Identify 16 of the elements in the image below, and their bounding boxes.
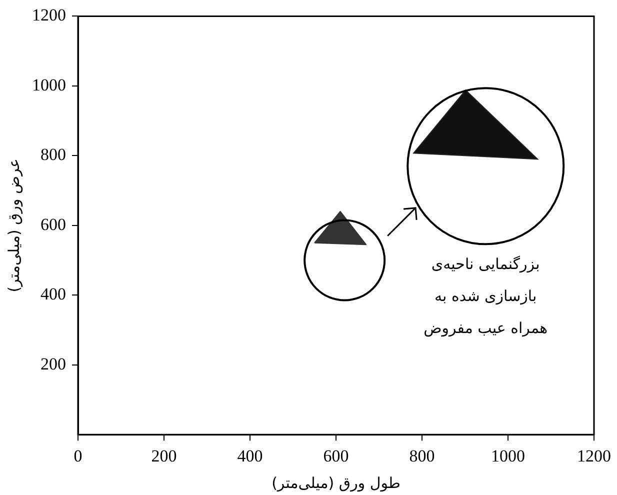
x-tick-label: 0 xyxy=(74,446,82,466)
x-tick-label: 1200 xyxy=(577,446,611,466)
x-tick-label: 400 xyxy=(237,446,263,466)
y-tick-label: 1200 xyxy=(32,6,66,25)
x-tick-label: 800 xyxy=(409,446,435,466)
y-tick-label: 600 xyxy=(40,214,66,234)
annotation: بزرگنمایی ناحیه‌ی بازسازی شده به همراه عیب مفروض xyxy=(424,254,548,340)
y-tick-label: 200 xyxy=(40,354,66,374)
x-axis-title: طول ورق (میلی‌متر) xyxy=(272,474,400,492)
x-tick-label: 600 xyxy=(323,446,349,466)
y-tick-label: 800 xyxy=(40,145,66,164)
y-tick-label: 1000 xyxy=(32,75,66,94)
x-tick-label: 1000 xyxy=(491,446,525,466)
y-tick-label: 400 xyxy=(40,284,66,304)
x-tick-label: 200 xyxy=(151,446,177,466)
y-axis-title: عرض ورق (میلی‌متر) xyxy=(4,158,23,292)
